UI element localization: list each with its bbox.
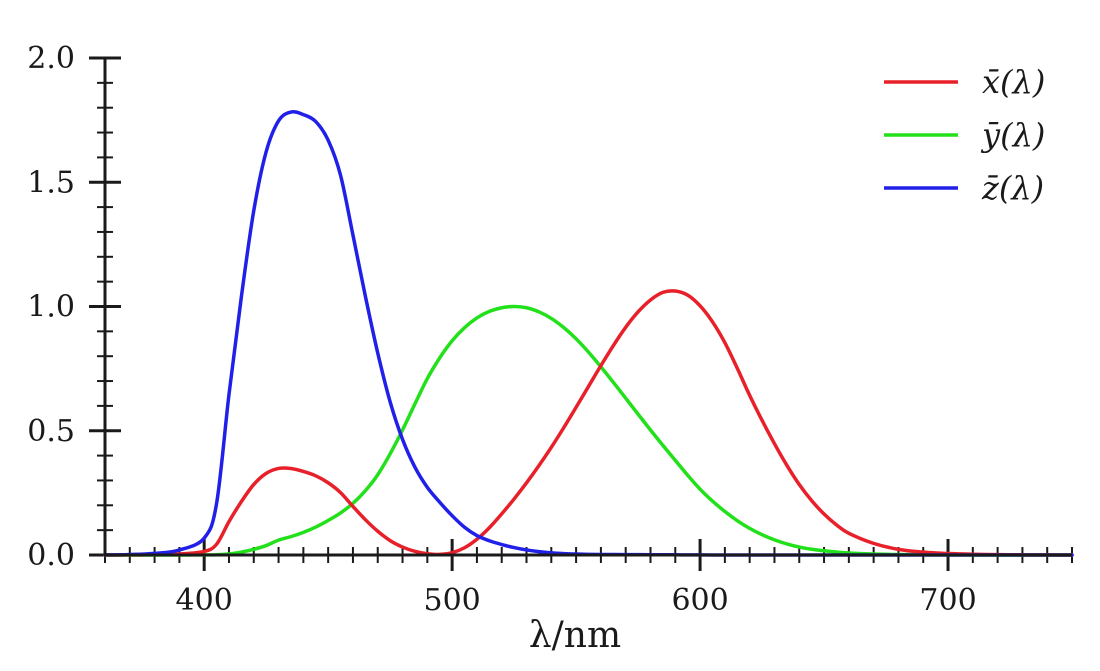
legend-entry-y-bar: ȳ(λ) [884, 116, 1045, 154]
legend-entry-z-bar: z̄(λ) [884, 169, 1044, 207]
x-bar-series-line [103, 289, 1074, 557]
y-tick-label: 1.0 [27, 290, 75, 325]
y-tick-label: 1.5 [27, 165, 75, 200]
y-tick-label: 0.0 [27, 538, 75, 573]
series-layer [103, 110, 1074, 557]
y-tick-label: 0.5 [27, 414, 75, 449]
y-bar-series-line [103, 304, 1074, 557]
y-axis-tick-labels: 0.0 0.5 1.0 1.5 2.0 [27, 41, 75, 573]
legend-label: x̄(λ) [982, 63, 1045, 101]
y-tick-label: 2.0 [27, 41, 75, 76]
x-tick-label: 400 [176, 583, 233, 618]
legend-label: ȳ(λ) [980, 116, 1045, 154]
x-tick-label: 600 [671, 583, 728, 618]
x-axis-title: λ/nm [529, 615, 621, 656]
x-axis-tick-labels: 400 500 600 700 [176, 583, 977, 618]
legend-entry-x-bar: x̄(λ) [884, 63, 1045, 101]
legend: x̄(λ) ȳ(λ) z̄(λ) [884, 63, 1045, 207]
x-tick-label: 700 [919, 583, 976, 618]
legend-label: z̄(λ) [981, 169, 1044, 207]
x-tick-label: 500 [423, 583, 480, 618]
